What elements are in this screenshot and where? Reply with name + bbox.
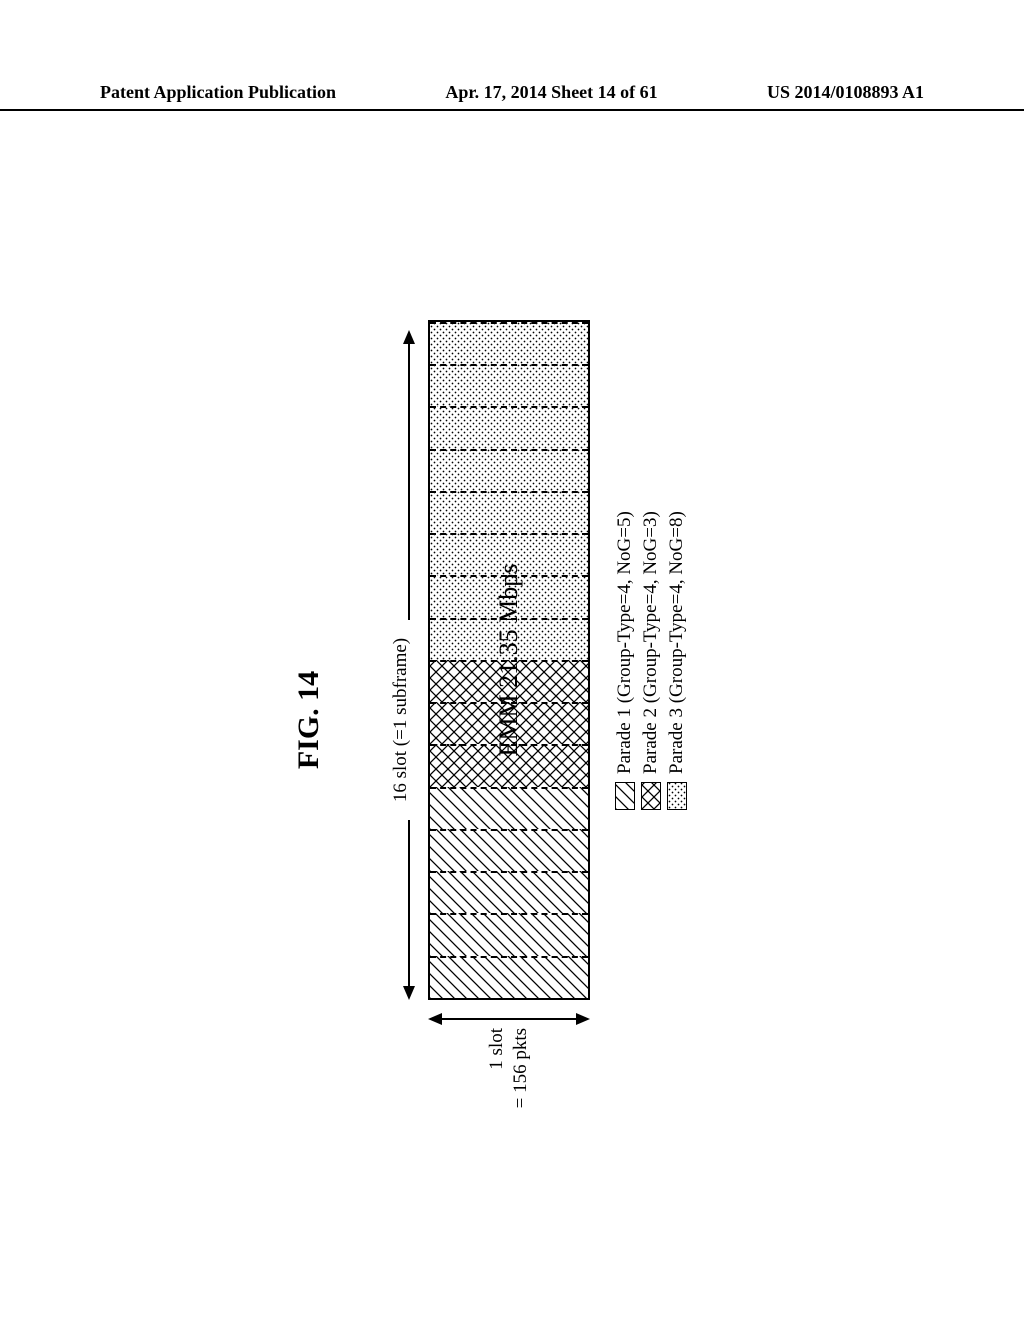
slot bbox=[430, 660, 588, 702]
page: Patent Application Publication Apr. 17, … bbox=[0, 0, 1024, 1320]
slot bbox=[430, 491, 588, 533]
slot bbox=[430, 576, 588, 618]
slot bbox=[430, 745, 588, 787]
slot bbox=[430, 787, 588, 829]
subframe-label: 16 slot (=1 subframe) bbox=[390, 620, 412, 820]
slot-extent: 1 slot = 156 pkts bbox=[428, 1000, 590, 1120]
slot bbox=[430, 533, 588, 575]
figure-title: FIG. 14 bbox=[292, 320, 326, 1120]
legend-row: Parade 2 (Group-Type=4, NoG=3) bbox=[640, 320, 662, 810]
figure-area: FIG. 14 16 slot (=1 subframe) 1 slot bbox=[0, 180, 1024, 1180]
slot-grid: EMM 21.35 Mbps bbox=[428, 320, 590, 1000]
legend-text: Parade 2 (Group-Type=4, NoG=3) bbox=[640, 511, 662, 774]
subframe-extent: 16 slot (=1 subframe) bbox=[396, 320, 424, 1120]
slot bbox=[430, 871, 588, 913]
header-right: US 2014/0108893 A1 bbox=[767, 82, 924, 103]
legend-swatch bbox=[641, 782, 661, 810]
legend-swatch bbox=[615, 782, 635, 810]
page-header: Patent Application Publication Apr. 17, … bbox=[0, 82, 1024, 111]
arrow-down-icon bbox=[576, 1013, 590, 1025]
legend-row: Parade 1 (Group-Type=4, NoG=5) bbox=[614, 320, 636, 810]
slot bbox=[430, 956, 588, 998]
legend-swatch bbox=[667, 782, 687, 810]
chart-row: 1 slot = 156 pkts EMM 21.35 Mbps bbox=[428, 320, 590, 1120]
slot bbox=[430, 407, 588, 449]
slot bbox=[430, 322, 588, 364]
slot bbox=[430, 364, 588, 406]
legend: Parade 1 (Group-Type=4, NoG=5)Parade 2 (… bbox=[614, 320, 688, 810]
slot-label: 1 slot = 156 pkts bbox=[428, 1028, 590, 1120]
slot bbox=[430, 829, 588, 871]
header-center: Apr. 17, 2014 Sheet 14 of 61 bbox=[445, 82, 657, 103]
slot bbox=[430, 618, 588, 660]
slot-extent-line bbox=[440, 1018, 578, 1020]
slot bbox=[430, 449, 588, 491]
figure-inner: FIG. 14 16 slot (=1 subframe) 1 slot bbox=[292, 320, 688, 1120]
legend-text: Parade 1 (Group-Type=4, NoG=5) bbox=[614, 511, 636, 774]
legend-row: Parade 3 (Group-Type=4, NoG=8) bbox=[666, 320, 688, 810]
legend-text: Parade 3 (Group-Type=4, NoG=8) bbox=[666, 511, 688, 774]
slot bbox=[430, 914, 588, 956]
slot bbox=[430, 702, 588, 744]
header-left: Patent Application Publication bbox=[100, 82, 336, 103]
slot-label-line1: 1 slot bbox=[485, 1028, 509, 1070]
arrow-left-icon bbox=[403, 986, 415, 1000]
slot-label-line2: = 156 pkts bbox=[509, 1028, 533, 1108]
rotated-figure: FIG. 14 16 slot (=1 subframe) 1 slot bbox=[292, 320, 688, 1120]
arrow-right-icon bbox=[403, 330, 415, 344]
